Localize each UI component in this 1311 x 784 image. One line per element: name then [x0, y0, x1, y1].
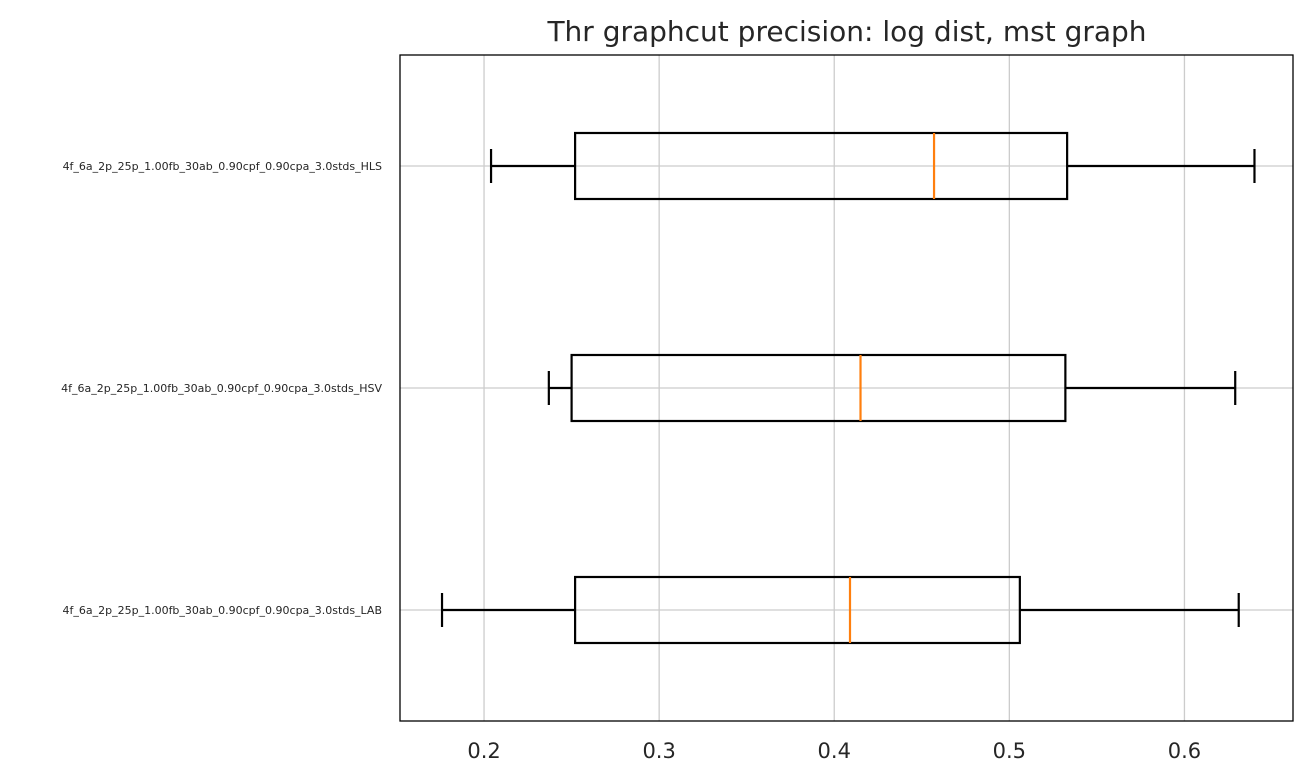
iqr-box [573, 575, 1021, 645]
x-tick-label: 0.5 [993, 739, 1026, 763]
chart-title: Thr graphcut precision: log dist, mst gr… [546, 15, 1146, 48]
y-tick-label: 4f_6a_2p_25p_1.00fb_30ab_0.90cpf_0.90cpa… [61, 382, 382, 395]
y-tick-label: 4f_6a_2p_25p_1.00fb_30ab_0.90cpf_0.90cpa… [63, 160, 382, 173]
x-tick-label: 0.2 [467, 739, 500, 763]
x-tick-label: 0.4 [818, 739, 851, 763]
box-plot-item [440, 575, 1240, 645]
x-tick-label: 0.6 [1168, 739, 1201, 763]
iqr-box [573, 131, 1069, 201]
box-plot-item [489, 131, 1256, 201]
x-axis-ticks: 0.2 0.3 0.4 0.5 0.6 [467, 739, 1201, 763]
y-tick-label: 4f_6a_2p_25p_1.00fb_30ab_0.90cpf_0.90cpa… [63, 604, 383, 617]
box-plot-item [547, 353, 1237, 423]
y-axis-ticks: 4f_6a_2p_25p_1.00fb_30ab_0.90cpf_0.90cpa… [61, 160, 382, 617]
iqr-box [570, 353, 1067, 423]
plot-area-frame [399, 54, 1294, 722]
x-tick-label: 0.3 [642, 739, 675, 763]
box-series [440, 131, 1256, 645]
